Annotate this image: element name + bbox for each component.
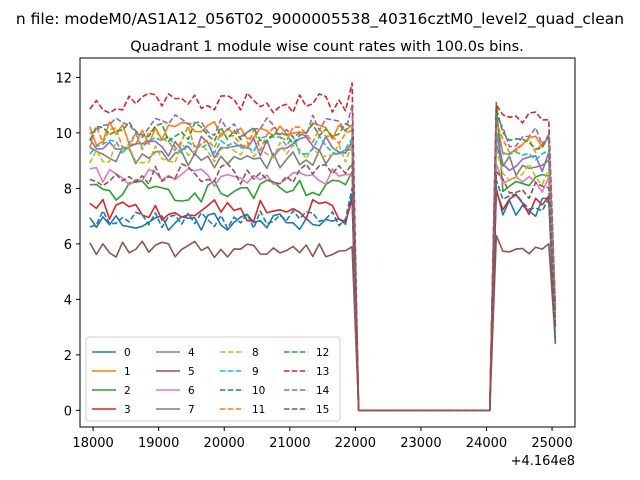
y-tick-label: 8 — [64, 182, 72, 197]
y-tick-label: 10 — [55, 127, 72, 142]
series-line-12 — [89, 107, 557, 412]
legend-label: 1 — [124, 366, 131, 378]
legend-label: 9 — [252, 366, 259, 378]
x-tick-label: 21000 — [269, 436, 310, 451]
legend-box — [85, 336, 341, 422]
y-tick-label: 12 — [55, 71, 72, 86]
legend-label: 11 — [252, 404, 265, 416]
legend-label: 3 — [124, 404, 131, 416]
x-tick-label: 25000 — [531, 436, 572, 451]
legend-label: 10 — [252, 385, 265, 397]
legend-label: 7 — [188, 404, 195, 416]
legend-label: 5 — [188, 366, 195, 378]
x-tick-label: 24000 — [466, 436, 507, 451]
legend-label: 8 — [252, 347, 259, 359]
legend-label: 4 — [188, 347, 195, 359]
x-tick-label: 18000 — [72, 436, 113, 451]
axes-title: Quadrant 1 module wise count rates with … — [130, 39, 524, 55]
series-line-15 — [89, 162, 557, 412]
x-tick-label: 22000 — [335, 436, 376, 451]
x-tick-label: 19000 — [138, 436, 179, 451]
x-offset-label: +4.164e8 — [511, 454, 575, 469]
y-tick-label: 6 — [64, 238, 72, 253]
legend-label: 12 — [316, 347, 329, 359]
legend-label: 15 — [316, 404, 329, 416]
figure-suptitle: n file: modeM0/AS1A12_056T02_9000005538_… — [16, 10, 624, 29]
y-tick-label: 0 — [64, 404, 72, 419]
y-axis: 0 2 4 6 8 10 12 — [55, 71, 80, 419]
series-lines — [89, 82, 557, 412]
y-tick-label: 2 — [64, 349, 72, 364]
legend-label: 0 — [124, 347, 131, 359]
legend-label: 14 — [316, 385, 330, 397]
x-tick-label: 23000 — [400, 436, 441, 451]
x-axis: 18000 19000 20000 21000 22000 23000 24000 25000 — [72, 427, 573, 451]
legend-label: 2 — [124, 385, 131, 397]
x-tick-label: 20000 — [204, 436, 245, 451]
axes-frame — [79, 57, 576, 428]
legend-label: 6 — [188, 385, 195, 397]
legend-label: 13 — [316, 366, 329, 378]
y-tick-label: 4 — [64, 293, 72, 308]
